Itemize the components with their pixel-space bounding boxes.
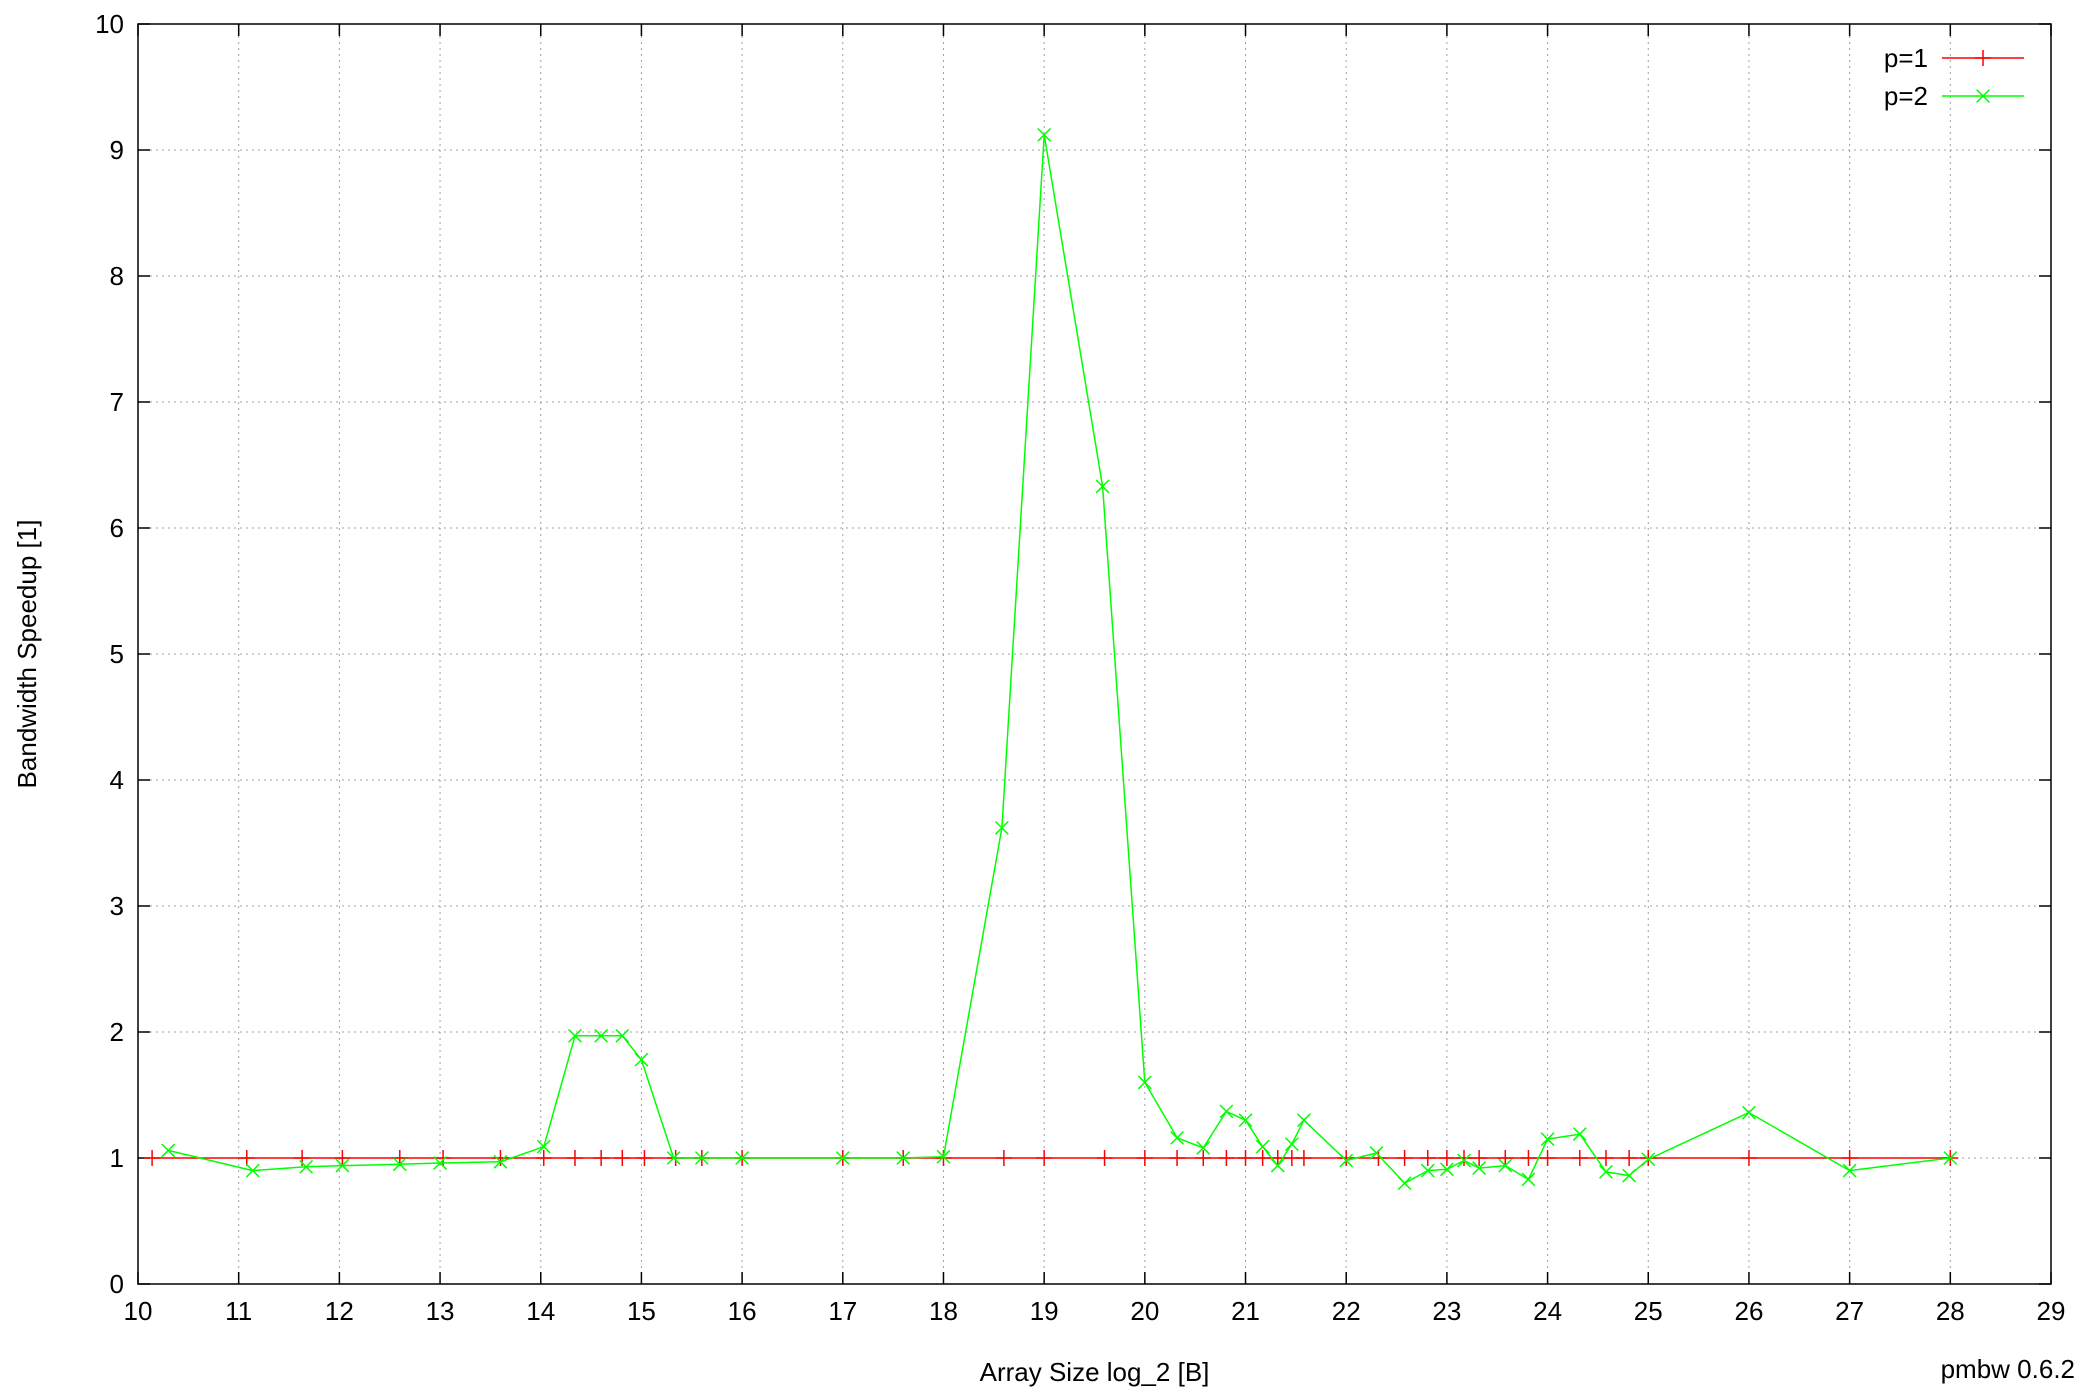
data-point-p2-b — [1439, 1162, 1454, 1177]
data-point-p2-b — [433, 1156, 447, 1170]
x-tick-label: 21 — [1231, 1296, 1260, 1326]
data-point-p2-b — [1037, 127, 1052, 142]
x-tick-label: 24 — [1533, 1296, 1562, 1326]
data-point-p2-b — [1498, 1158, 1513, 1173]
data-point-p2-b — [1095, 479, 1110, 494]
y-tick-label: 4 — [110, 765, 124, 795]
y-tick-label: 7 — [110, 387, 124, 417]
y-tick-label: 6 — [110, 513, 124, 543]
x-tick-label: 25 — [1634, 1296, 1663, 1326]
data-point-p2-b — [594, 1028, 609, 1043]
data-point-p2-b — [1521, 1172, 1536, 1187]
data-point-p2-b — [245, 1163, 260, 1178]
data-point-p2-b — [896, 1151, 911, 1165]
data-point-p2-b — [568, 1028, 582, 1043]
x-tick-label: 29 — [2037, 1296, 2066, 1326]
x-tick-label: 10 — [124, 1296, 153, 1326]
x-tick-label: 27 — [1835, 1296, 1864, 1326]
legend-label-p1: p=1 — [1884, 43, 1928, 73]
x-tick-label: 17 — [828, 1296, 857, 1326]
data-point-p2-b — [1238, 1113, 1253, 1128]
y-tick-label: 9 — [110, 135, 124, 165]
data-point-p2-b — [1472, 1161, 1487, 1176]
x-tick-label: 23 — [1432, 1296, 1461, 1326]
y-tick-label: 3 — [110, 891, 124, 921]
x-tick-label: 28 — [1936, 1296, 1965, 1326]
x-tick-label: 18 — [929, 1296, 958, 1326]
x-tick-label: 13 — [426, 1296, 455, 1326]
grid-lines — [138, 24, 2051, 1284]
y-tick-label: 2 — [110, 1017, 124, 1047]
data-point-p2-b — [1170, 1130, 1184, 1145]
data-point-p2-b — [1622, 1168, 1637, 1183]
data-point-p2-b — [1369, 1146, 1384, 1160]
x-tick-label: 26 — [1734, 1296, 1763, 1326]
data-point-p2-b — [1339, 1153, 1354, 1168]
data-point-p2-b — [1196, 1140, 1211, 1155]
y-tick-label: 1 — [110, 1143, 124, 1173]
data-point-p2-b — [936, 1149, 951, 1164]
y-tick-label: 5 — [110, 639, 124, 669]
series-line-p2 — [168, 134, 1951, 1184]
x-tick-label: 22 — [1332, 1296, 1361, 1326]
data-point-p2-b — [161, 1143, 176, 1158]
data-point-p2-b — [835, 1151, 850, 1165]
y-tick-label: 10 — [95, 9, 124, 39]
data-point-p2-b — [1742, 1105, 1756, 1120]
legend: p=1 p=2 — [1884, 43, 2024, 111]
data-point-p2-b — [335, 1158, 350, 1173]
axes: 10 11 12 13 14 15 16 17 18 19 20 21 22 23 24 25 26 27 28 29… — [95, 9, 2065, 1326]
plot-series — [144, 127, 1959, 1191]
x-tick-label: 12 — [325, 1296, 354, 1326]
data-point-p2-b — [1296, 1113, 1311, 1128]
data-point-p2-b — [1397, 1176, 1412, 1191]
y-axis-title: Bandwidth Speedup [1] — [12, 520, 42, 789]
data-point-p2-b — [1255, 1139, 1270, 1154]
y-tick-label: 8 — [110, 261, 124, 291]
data-point-p2-b — [1943, 1151, 1958, 1165]
data-point-p2-b — [1457, 1153, 1471, 1168]
data-point-p2-b — [1842, 1163, 1857, 1178]
legend-marker-p2-b — [1976, 89, 1990, 103]
data-point-p2-b — [392, 1157, 407, 1172]
data-point-p2-b — [1284, 1137, 1299, 1152]
x-axis-title: Array Size log_2 [B] — [980, 1357, 1210, 1387]
x-tick-label: 19 — [1030, 1296, 1059, 1326]
data-point-p2-b — [1540, 1132, 1555, 1147]
data-point-p2-b — [1137, 1075, 1152, 1090]
data-point-p2-b — [615, 1028, 630, 1043]
data-point-p2-b — [493, 1154, 508, 1169]
data-point-p2-b — [1219, 1104, 1234, 1119]
data-point-p2-b — [994, 820, 1009, 835]
x-tick-label: 16 — [728, 1296, 757, 1326]
data-point-p2-b — [536, 1139, 551, 1154]
x-tick-label: 15 — [627, 1296, 656, 1326]
x-tick-label: 11 — [225, 1296, 252, 1326]
data-point-p2-b — [634, 1052, 649, 1067]
data-point-p2-b — [735, 1151, 750, 1165]
y-tick-label: 0 — [110, 1269, 124, 1299]
legend-label-p2: p=2 — [1884, 81, 1928, 111]
version-annotation: pmbw 0.6.2 — [1941, 1354, 2075, 1384]
data-point-p2-b — [1270, 1158, 1285, 1173]
data-point-p2-b — [666, 1151, 681, 1165]
data-point-p2-b — [299, 1159, 314, 1174]
data-point-p2-b — [694, 1151, 709, 1165]
x-tick-label: 14 — [526, 1296, 555, 1326]
data-point-p2-b — [1572, 1127, 1587, 1141]
data-point-p2-b — [1599, 1164, 1613, 1179]
data-point-p2-b — [1420, 1163, 1435, 1178]
data-point-p2-b — [1641, 1152, 1656, 1167]
x-tick-label: 20 — [1130, 1296, 1159, 1326]
